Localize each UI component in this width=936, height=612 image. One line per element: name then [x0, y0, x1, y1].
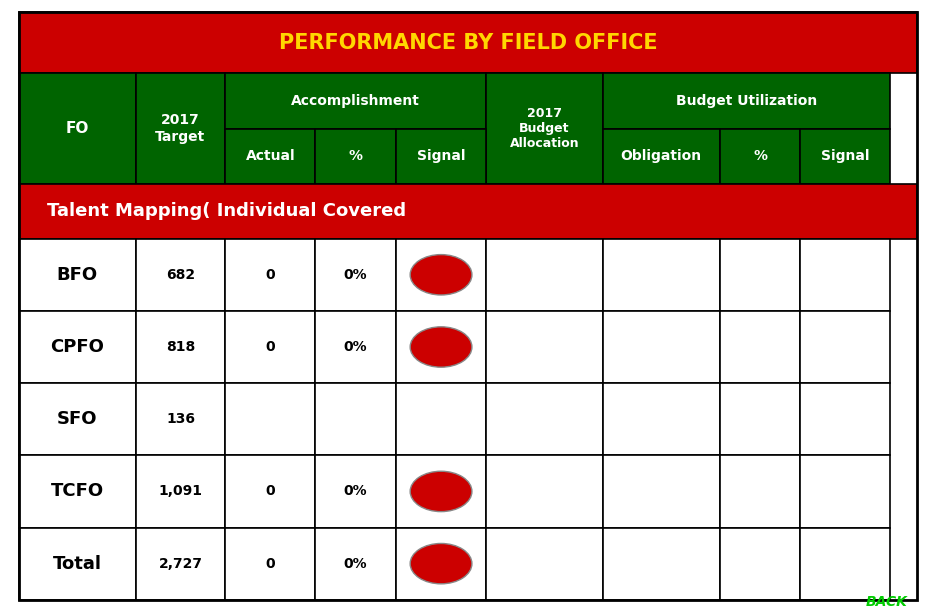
FancyBboxPatch shape — [226, 311, 315, 383]
Text: %: % — [349, 149, 362, 163]
FancyBboxPatch shape — [226, 239, 315, 311]
FancyBboxPatch shape — [396, 311, 486, 383]
Text: 0%: 0% — [344, 557, 368, 570]
Circle shape — [410, 543, 472, 584]
FancyBboxPatch shape — [136, 73, 226, 184]
Text: 2017
Budget
Allocation: 2017 Budget Allocation — [509, 107, 579, 150]
FancyBboxPatch shape — [19, 184, 917, 239]
FancyBboxPatch shape — [136, 383, 226, 455]
FancyBboxPatch shape — [19, 73, 136, 184]
FancyBboxPatch shape — [315, 528, 396, 600]
FancyBboxPatch shape — [800, 239, 890, 311]
FancyBboxPatch shape — [226, 129, 315, 184]
Text: Signal: Signal — [417, 149, 465, 163]
FancyBboxPatch shape — [603, 383, 720, 455]
Text: Total: Total — [52, 554, 102, 573]
FancyBboxPatch shape — [396, 455, 486, 528]
FancyBboxPatch shape — [800, 129, 890, 184]
FancyBboxPatch shape — [396, 528, 486, 600]
FancyBboxPatch shape — [19, 455, 136, 528]
FancyBboxPatch shape — [136, 311, 226, 383]
Text: 0%: 0% — [344, 485, 368, 498]
FancyBboxPatch shape — [720, 528, 800, 600]
FancyBboxPatch shape — [19, 383, 136, 455]
FancyBboxPatch shape — [720, 311, 800, 383]
Circle shape — [410, 255, 472, 295]
Text: 0%: 0% — [344, 340, 368, 354]
Text: BFO: BFO — [56, 266, 97, 284]
Text: Actual: Actual — [245, 149, 295, 163]
Text: Obligation: Obligation — [621, 149, 702, 163]
Text: %: % — [753, 149, 767, 163]
FancyBboxPatch shape — [603, 73, 890, 129]
FancyBboxPatch shape — [396, 239, 486, 311]
Text: 682: 682 — [166, 268, 195, 282]
FancyBboxPatch shape — [486, 73, 603, 184]
FancyBboxPatch shape — [486, 311, 603, 383]
Text: 136: 136 — [166, 412, 195, 426]
FancyBboxPatch shape — [720, 455, 800, 528]
Text: SFO: SFO — [57, 410, 97, 428]
FancyBboxPatch shape — [19, 12, 917, 73]
FancyBboxPatch shape — [800, 311, 890, 383]
FancyBboxPatch shape — [396, 383, 486, 455]
FancyBboxPatch shape — [226, 455, 315, 528]
Text: PERFORMANCE BY FIELD OFFICE: PERFORMANCE BY FIELD OFFICE — [279, 33, 657, 53]
Circle shape — [410, 327, 472, 367]
FancyBboxPatch shape — [19, 239, 136, 311]
Text: Talent Mapping( Individual Covered: Talent Mapping( Individual Covered — [47, 202, 406, 220]
FancyBboxPatch shape — [486, 383, 603, 455]
Text: 0: 0 — [266, 557, 275, 570]
Text: Budget Utilization: Budget Utilization — [676, 94, 817, 108]
FancyBboxPatch shape — [315, 455, 396, 528]
FancyBboxPatch shape — [486, 528, 603, 600]
Text: 818: 818 — [166, 340, 195, 354]
Text: BACK: BACK — [866, 595, 908, 609]
FancyBboxPatch shape — [603, 528, 720, 600]
Text: Signal: Signal — [821, 149, 870, 163]
FancyBboxPatch shape — [603, 455, 720, 528]
FancyBboxPatch shape — [603, 311, 720, 383]
FancyBboxPatch shape — [486, 239, 603, 311]
FancyBboxPatch shape — [226, 383, 315, 455]
FancyBboxPatch shape — [315, 311, 396, 383]
FancyBboxPatch shape — [603, 129, 720, 184]
FancyBboxPatch shape — [800, 455, 890, 528]
FancyBboxPatch shape — [136, 528, 226, 600]
Text: FO: FO — [66, 121, 89, 136]
FancyBboxPatch shape — [720, 383, 800, 455]
FancyBboxPatch shape — [486, 455, 603, 528]
FancyBboxPatch shape — [720, 129, 800, 184]
Text: 2017
Target: 2017 Target — [155, 113, 206, 144]
FancyBboxPatch shape — [19, 528, 136, 600]
Text: 0: 0 — [266, 340, 275, 354]
Text: 1,091: 1,091 — [158, 485, 202, 498]
FancyBboxPatch shape — [720, 239, 800, 311]
FancyBboxPatch shape — [136, 239, 226, 311]
Text: 0: 0 — [266, 485, 275, 498]
Text: 0%: 0% — [344, 268, 368, 282]
Circle shape — [410, 471, 472, 512]
FancyBboxPatch shape — [315, 239, 396, 311]
FancyBboxPatch shape — [315, 129, 396, 184]
Text: TCFO: TCFO — [51, 482, 104, 501]
FancyBboxPatch shape — [226, 528, 315, 600]
Text: 0: 0 — [266, 268, 275, 282]
FancyBboxPatch shape — [226, 73, 486, 129]
FancyBboxPatch shape — [19, 311, 136, 383]
FancyBboxPatch shape — [603, 239, 720, 311]
Text: 2,727: 2,727 — [158, 557, 202, 570]
FancyBboxPatch shape — [315, 383, 396, 455]
Text: Accomplishment: Accomplishment — [291, 94, 420, 108]
FancyBboxPatch shape — [800, 528, 890, 600]
FancyBboxPatch shape — [136, 455, 226, 528]
FancyBboxPatch shape — [396, 129, 486, 184]
Text: CPFO: CPFO — [51, 338, 104, 356]
FancyBboxPatch shape — [800, 383, 890, 455]
